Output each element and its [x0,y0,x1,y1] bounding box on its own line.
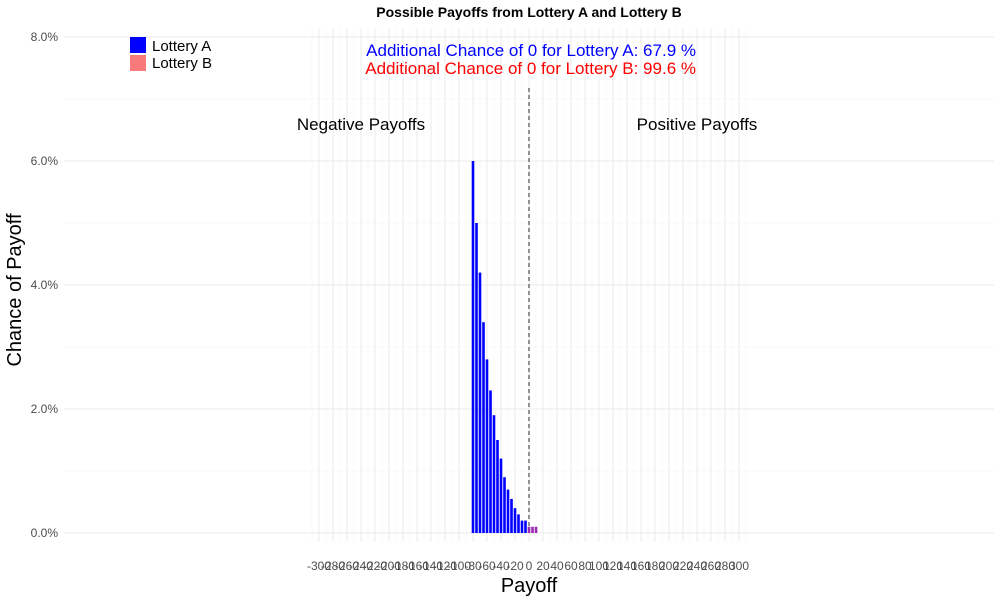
y-tick-labels: 0.0% 2.0% 4.0% 6.0% 8.0% [31,30,59,540]
x-tick-label: -100 [447,559,471,573]
y-tick-label: 2.0% [31,402,59,416]
bar-lottery-a [489,390,492,533]
bar-lottery-a [496,440,499,533]
legend: Lottery A Lottery B [130,37,212,72]
chart-title: Possible Payoffs from Lottery A and Lott… [376,4,681,20]
x-tick-label: -20 [506,559,524,573]
x-tick-label: 240 [687,559,707,573]
bars [471,161,538,533]
x-tick-label: -260 [335,559,359,573]
x-tick-label: -200 [377,559,401,573]
bar-lottery-a [506,489,510,533]
x-tick-label: -160 [405,559,429,573]
y-axis-title: Chance of Payoff [4,213,26,367]
x-tick-label: -140 [419,559,443,573]
x-tick-label: 120 [603,559,623,573]
bar-lottery-a [524,520,527,533]
x-tick-label: 260 [701,559,721,573]
x-tick-label: -220 [363,559,387,573]
positive-payoffs-label: Positive Payoffs [637,115,758,134]
y-tick-label: 4.0% [31,278,59,292]
bar-lottery-a [475,223,478,533]
y-tick-label: 6.0% [31,154,59,168]
x-tick-label: 100 [589,559,609,573]
bar-lottery-a [471,161,475,533]
annotation-lottery-a-zero: Additional Chance of 0 for Lottery A: 67… [366,41,696,60]
x-tick-label: -280 [321,559,345,573]
bar-lottery-a [513,508,517,533]
x-tick-label: 80 [578,559,592,573]
x-tick-label: -180 [391,559,415,573]
x-tick-label: 0 [526,559,533,573]
bar-lottery-a [492,415,496,533]
bar-lottery-a [517,514,520,533]
bar-lottery-a [503,477,506,533]
x-tick-label: 60 [564,559,578,573]
legend-label-lottery-b: Lottery B [152,55,212,72]
grid [64,28,994,542]
bar-lottery-a [478,272,482,533]
x-tick-label: -240 [349,559,373,573]
bar-lottery-b [527,526,531,533]
y-tick-label: 8.0% [31,30,59,44]
x-tick-label: 140 [617,559,637,573]
x-tick-label: -60 [478,559,496,573]
x-tick-label: 220 [673,559,693,573]
x-tick-label: 160 [631,559,651,573]
x-tick-label: 20 [536,559,550,573]
x-tick-label: -40 [492,559,510,573]
x-tick-labels: -300-280-260-240-220-200-180-160-140-120… [307,559,749,573]
legend-swatch-lottery-b [130,55,146,71]
x-axis-title: Payoff [501,575,558,597]
x-tick-label: 40 [550,559,564,573]
x-tick-label: 180 [645,559,665,573]
x-tick-label: -300 [307,559,331,573]
x-tick-label: -120 [433,559,457,573]
bar-lottery-a [482,322,485,533]
x-tick-label: 280 [715,559,735,573]
annotation-lottery-b-zero: Additional Chance of 0 for Lottery B: 99… [365,59,696,78]
legend-label-lottery-a: Lottery A [152,38,211,55]
x-tick-label: 300 [729,559,749,573]
x-tick-label: -80 [464,559,482,573]
legend-swatch-lottery-a [130,37,146,53]
x-tick-label: 200 [659,559,679,573]
bar-lottery-a [499,458,503,533]
bar-lottery-b [531,526,534,533]
bar-lottery-a [520,520,524,533]
bar-lottery-a [510,498,513,533]
y-tick-label: 0.0% [31,526,59,540]
bar-lottery-a [485,359,489,533]
bar-lottery-b [534,526,538,533]
negative-payoffs-label: Negative Payoffs [297,115,425,134]
